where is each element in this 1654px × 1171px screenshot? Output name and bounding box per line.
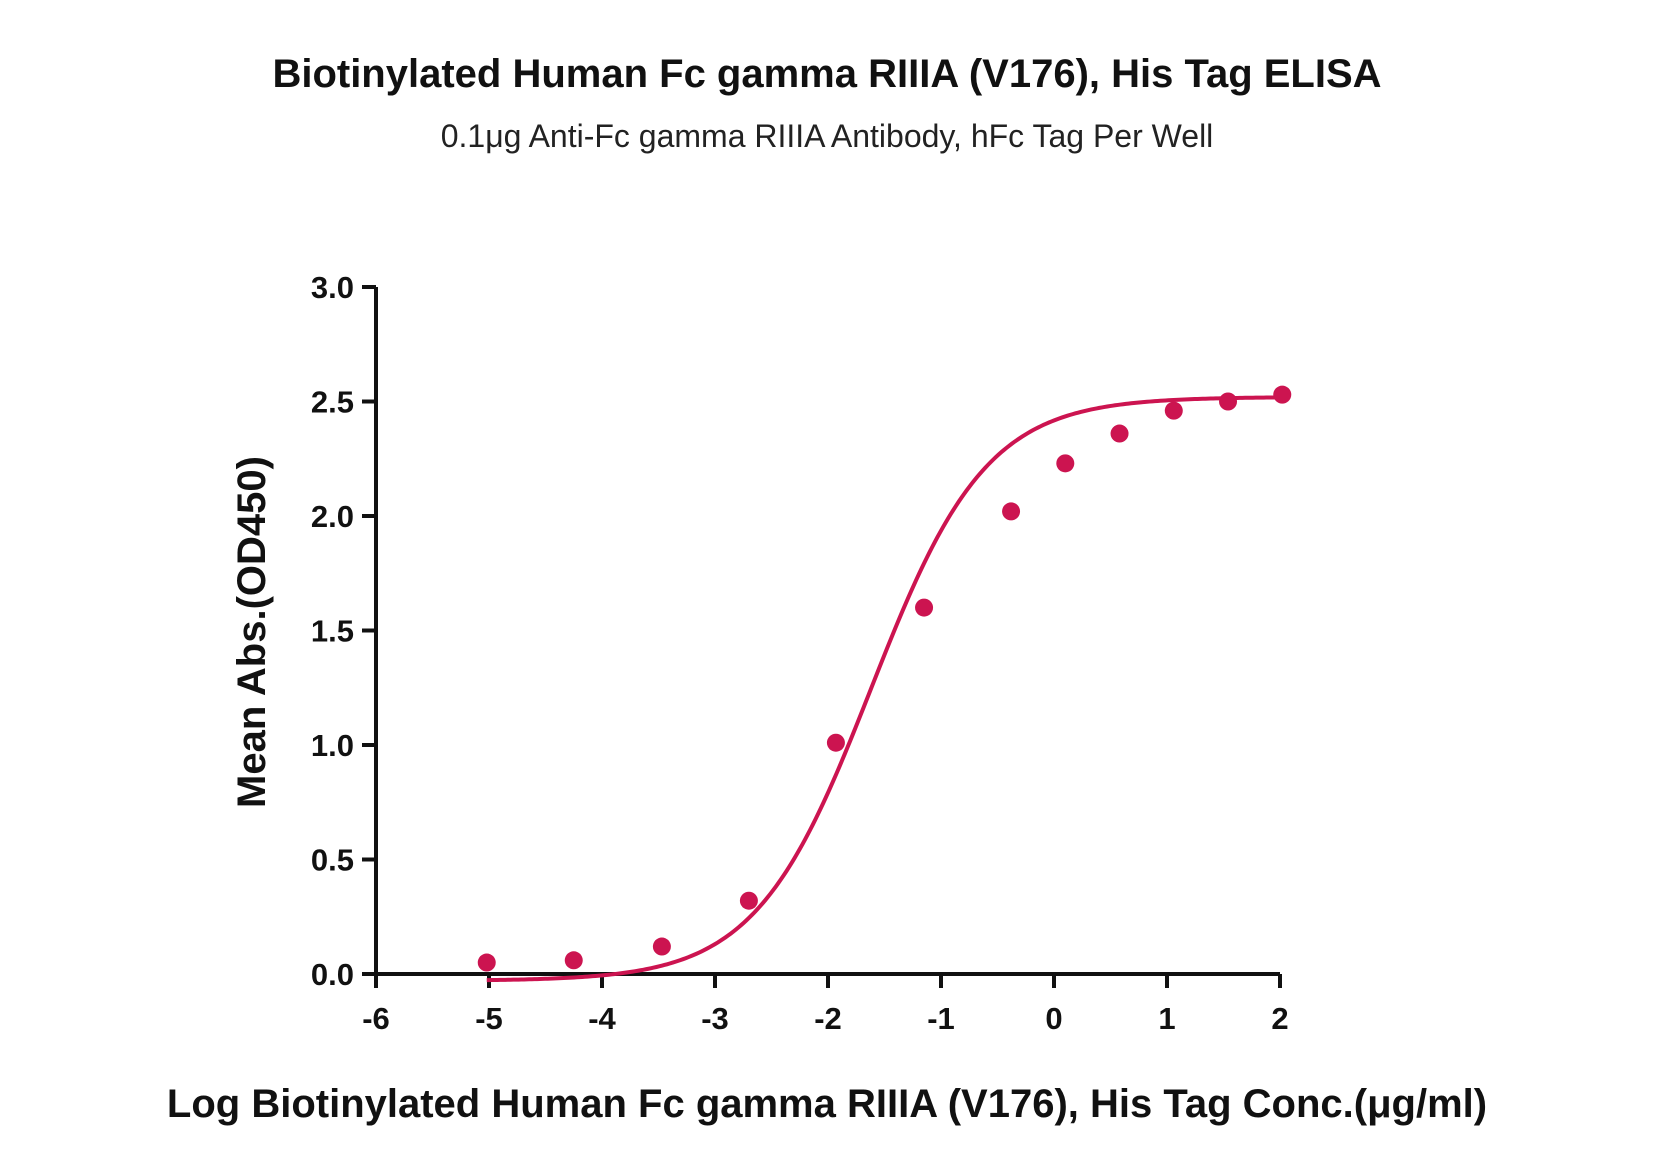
x-tick-label: 0 (1045, 1001, 1062, 1036)
chart-subtitle: 0.1μg Anti-Fc gamma RIIIA Antibody, hFc … (440, 118, 1214, 154)
data-point (1056, 454, 1075, 473)
y-tick-label: 1.0 (311, 728, 354, 763)
data-point (564, 951, 583, 970)
fit-curve (486, 395, 1283, 983)
x-axis-ticks: -6 -5 -4 -3 -2 -1 0 1 2 (362, 974, 1289, 1036)
y-tick-label: 0.5 (311, 843, 354, 878)
y-tick-label: 1.5 (311, 614, 354, 649)
x-tick-label: -6 (362, 1001, 390, 1036)
data-point (1002, 502, 1021, 521)
x-tick-label: 2 (1271, 1001, 1288, 1036)
data-point (1219, 392, 1238, 411)
data-point (477, 953, 496, 972)
data-points (477, 385, 1292, 972)
data-point (652, 937, 671, 956)
y-axis-title: Mean Abs.(OD450) (230, 456, 274, 808)
chart-axes (374, 287, 1280, 976)
x-tick-label: -2 (814, 1001, 842, 1036)
x-tick-label: -3 (701, 1001, 729, 1036)
y-tick-label: 2.0 (311, 499, 354, 534)
chart-title: Biotinylated Human Fc gamma RIIIA (V176)… (272, 52, 1382, 96)
data-point (915, 598, 934, 617)
y-axis-ticks: 0.0 0.5 1.0 1.5 2.0 2.5 3.0 (311, 270, 376, 992)
data-point (1110, 424, 1129, 443)
y-tick-label: 0.0 (311, 957, 354, 992)
x-tick-label: -1 (927, 1001, 955, 1036)
data-point (1273, 385, 1292, 404)
data-point (1164, 401, 1183, 420)
x-axis-title: Log Biotinylated Human Fc gamma RIIIA (V… (167, 1082, 1487, 1126)
data-point (826, 733, 845, 752)
x-tick-label: -4 (588, 1001, 616, 1036)
data-point (739, 891, 758, 910)
y-tick-label: 3.0 (311, 270, 354, 305)
x-tick-label: -5 (475, 1001, 503, 1036)
x-tick-label: 1 (1158, 1001, 1175, 1036)
y-tick-label: 2.5 (311, 385, 354, 420)
